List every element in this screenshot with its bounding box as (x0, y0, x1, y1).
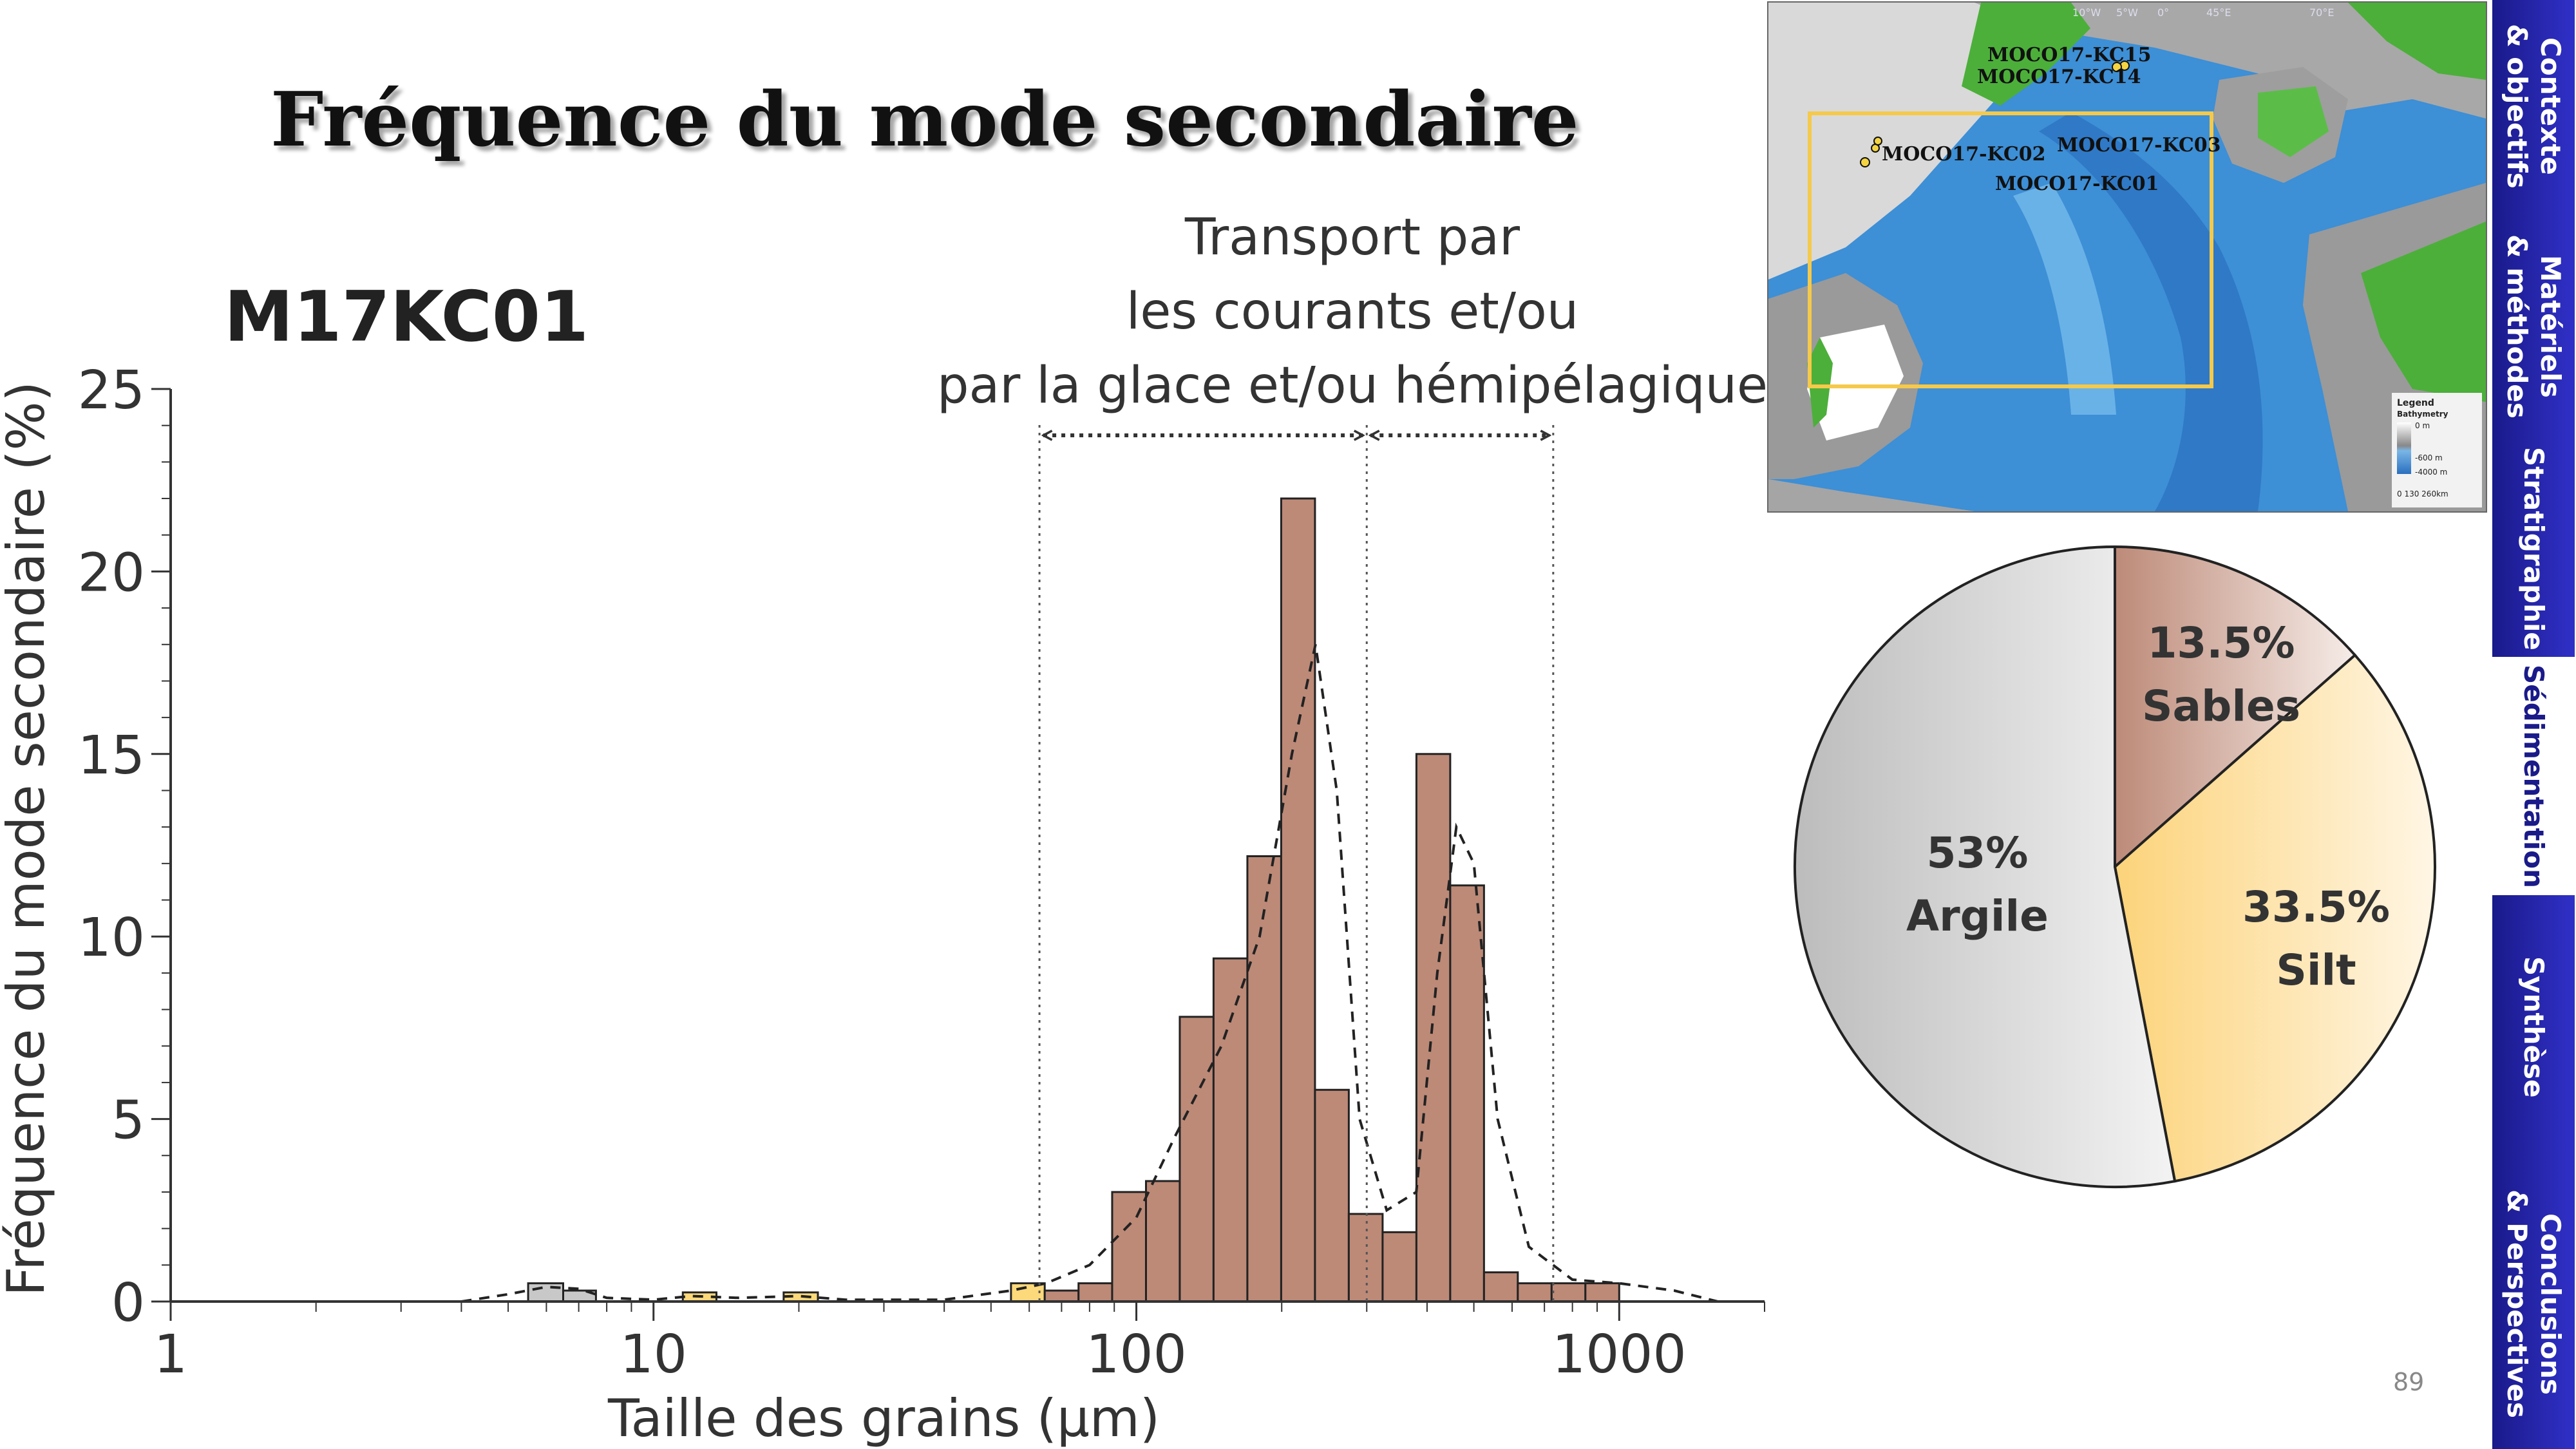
map-core-kc14: MOCO17-KC14 (1977, 66, 2141, 88)
nav-tab-conclusions-label: Conclusions & Perspectives (2501, 1189, 2566, 1419)
histogram-chart: 0 5 10 15 20 25 1 10 100 1000 Taille des grains (µ… (0, 360, 1765, 1448)
pie-name-silt: Silt (2276, 945, 2356, 995)
core-label: M17KC01 (224, 277, 589, 357)
pie-label-sables: 13.5% Sables (2142, 612, 2300, 738)
histogram-bar-8 (1144, 1180, 1181, 1303)
y-tick-label-15: 15 (78, 725, 145, 786)
map-core-kc02: MOCO17-KC02 (1882, 143, 2046, 166)
map-terrain (1768, 3, 2486, 511)
pie-label-silt: 33.5% Silt (2242, 876, 2390, 1002)
pie-slice-silt (2113, 653, 2436, 1183)
y-tick-label-5: 5 (111, 1090, 145, 1151)
histogram-bar-11 (1246, 855, 1282, 1303)
map-graticule-1: 10°W (2072, 6, 2101, 19)
nav-tab-materiels-label: Matériels & méthodes (2501, 234, 2566, 419)
map-graticule-5: 70°E (2309, 6, 2334, 19)
map-scale-bar: 0 130 260km (2397, 489, 2448, 498)
map-graticule-4: 45°E (2206, 6, 2231, 19)
pie-value-argile: 53% (1926, 828, 2029, 878)
transport-line-1: Transport par (1184, 209, 1520, 267)
y-axis-title: Fréquence du mode secondaire (%) (0, 381, 56, 1296)
slide-title: Fréquence du mode secondaire (270, 76, 1579, 164)
map-graticule-2: 5°W (2116, 6, 2138, 19)
x-tick-label-1000: 1000 (1552, 1324, 1687, 1385)
nav-tab-contexte[interactable]: Contexte & objectifs (2492, 0, 2575, 213)
map-legend-title: Legend (2397, 398, 2434, 408)
histogram-bar-12 (1280, 497, 1316, 1303)
map-core-kc01: MOCO17-KC01 (1995, 173, 2159, 195)
page-number: 89 (2393, 1368, 2425, 1396)
y-tick-label-25: 25 (78, 360, 145, 421)
nav-tab-conclusions[interactable]: Conclusions & Perspectives (2492, 1159, 2575, 1449)
map-legend-subtitle: Bathymetry (2397, 410, 2448, 419)
map-legend-tick-2: -4000 m (2415, 468, 2448, 477)
nav-tab-stratigraphie-label: Stratigraphie (2518, 447, 2550, 650)
histogram-bar-15 (1381, 1231, 1417, 1303)
nav-tab-sedimentation[interactable]: Sédimentation (2492, 657, 2575, 895)
map-legend-tick-0: 0 m (2415, 421, 2430, 430)
y-tick-label-0: 0 (111, 1273, 145, 1334)
pie-label-argile: 53% Argile (1906, 822, 2049, 948)
map-core-kc15: MOCO17-KC15 (1987, 44, 2152, 66)
x-tick-label-100: 100 (1086, 1324, 1187, 1385)
map-graticule-3: 0° (2157, 6, 2170, 19)
pie-value-silt: 33.5% (2242, 882, 2390, 932)
pie-slice-sables (2114, 545, 2357, 870)
y-tick-label-20: 20 (78, 542, 145, 603)
nav-tab-stratigraphie[interactable]: Stratigraphie (2492, 440, 2575, 657)
histogram-bar-10 (1212, 957, 1249, 1303)
nav-tab-synthese[interactable]: Synthèse (2492, 895, 2575, 1159)
x-tick-label-10: 10 (620, 1324, 687, 1385)
pie-chart (1794, 545, 2436, 1188)
density-curve (461, 644, 1718, 1303)
map-legend: Legend Bathymetry 0 m -600 m -4000 m 0 1… (2392, 393, 2482, 507)
bathymetry-color-bar (2397, 422, 2411, 474)
location-map: 10°W 5°W 0° 45°E 70°E MOCO17-KC15 MOCO17… (1767, 1, 2487, 513)
transport-annotation: Transport par les courants et/ou par la … (927, 201, 1777, 423)
pie-slice-argile (1794, 545, 2177, 1188)
nav-tab-materiels[interactable]: Matériels & méthodes (2492, 213, 2575, 440)
pie-name-sables: Sables (2142, 681, 2300, 731)
transport-line-2: les courants et/ou (1126, 283, 1579, 341)
nav-tab-sedimentation-label: Sédimentation (2518, 664, 2550, 888)
histogram-bar-0 (527, 1282, 564, 1303)
x-tick-label-1: 1 (154, 1324, 187, 1385)
histogram-bar-21 (1584, 1282, 1620, 1303)
nav-tab-synthese-label: Synthèse (2518, 956, 2550, 1098)
pie-name-argile: Argile (1906, 891, 2049, 941)
map-core-kc03: MOCO17-KC03 (2057, 134, 2221, 156)
x-axis-title: Taille des grains (µm) (607, 1388, 1160, 1448)
transport-line-3: par la glace et/ou hémipélagique (936, 357, 1768, 415)
nav-tab-contexte-label: Contexte & objectifs (2501, 24, 2566, 189)
pie-value-sables: 13.5% (2147, 618, 2295, 668)
y-tick-label-10: 10 (78, 907, 145, 969)
map-legend-tick-1: -600 m (2415, 453, 2443, 462)
